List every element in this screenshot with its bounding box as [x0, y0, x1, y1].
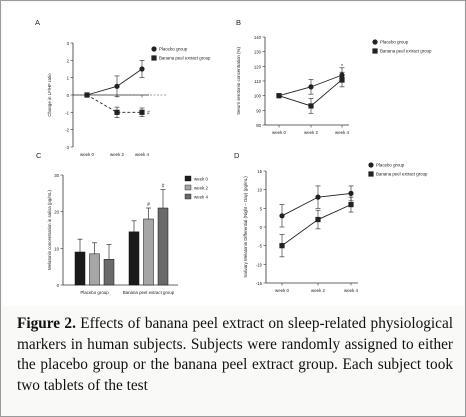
- y-tick-label: 10: [257, 188, 262, 193]
- bar: [143, 218, 154, 286]
- data-point: [339, 76, 345, 83]
- x-tick-label: Placebo group: [80, 290, 109, 295]
- y-tick-label: 10: [54, 246, 59, 251]
- significance-mark: #: [147, 202, 150, 208]
- y-tick-label: 120: [254, 64, 262, 69]
- legend-label: Placebo group: [159, 47, 188, 52]
- y-tick-label: 3: [67, 41, 70, 46]
- bar: [74, 251, 86, 286]
- data-point: [279, 243, 285, 249]
- legend-marker: [368, 162, 374, 168]
- data-point: [308, 103, 314, 109]
- figure-area: A -3 -2 -1 0 1 2 3 week 0 week 2 week 4 Change in L…: [3, 3, 464, 306]
- legend-label: week 4: [194, 195, 208, 200]
- x-tick-label: week 2: [110, 152, 124, 157]
- legend-marker: [368, 171, 374, 177]
- y-tick-label: 140: [254, 35, 262, 40]
- y-tick-label: -3: [65, 145, 69, 150]
- panel-D-letter: D: [234, 151, 240, 160]
- bar: [103, 259, 115, 286]
- data-point: [348, 202, 354, 208]
- caption-label: Figure 2.: [17, 315, 76, 332]
- data-point: [315, 194, 321, 200]
- legend-marker: [372, 48, 378, 54]
- data-point: [114, 109, 120, 115]
- legend-label: week 2: [194, 186, 208, 191]
- y-tick-label: 20: [54, 210, 59, 215]
- panel-A-letter: A: [35, 18, 40, 27]
- bar: [89, 253, 100, 286]
- legend-swatch: [184, 184, 192, 191]
- x-tick-label: week 0: [272, 130, 286, 135]
- legend-label: Banana peel extract group: [159, 56, 211, 61]
- y-tick-label: 100: [254, 94, 262, 99]
- y-tick-label: -1: [65, 110, 69, 115]
- panel-C-letter: C: [36, 151, 42, 160]
- significance-mark: #: [162, 184, 165, 190]
- y-tick-label: 15: [257, 169, 262, 174]
- data-point: [276, 93, 282, 99]
- y-axis-label: Salivary Melatonin Differential (Night –…: [243, 176, 248, 278]
- x-tick-label: week 2: [311, 288, 325, 293]
- y-tick-label: -2: [65, 128, 69, 133]
- data-point: [139, 66, 145, 72]
- data-point: [114, 83, 120, 89]
- x-tick-label: week 0: [275, 288, 289, 293]
- legend-label: Banana peel extract group: [380, 49, 432, 54]
- y-tick-label: 90: [256, 108, 261, 113]
- y-axis-label: Change in LF/HF ratio: [47, 73, 52, 117]
- y-tick-label: -15: [256, 281, 263, 286]
- panel-B: B 80 90 100 110 120 130 140 week 0 week 2 week 4 Se…: [236, 18, 432, 135]
- y-tick-label: -5: [258, 244, 262, 249]
- y-tick-label: 5: [260, 206, 263, 211]
- y-tick-label: 0: [260, 225, 263, 230]
- legend-marker: [151, 55, 157, 61]
- y-tick-label: 30: [54, 173, 59, 178]
- y-tick-label: 0: [67, 93, 70, 98]
- y-axis-label: Melatonin concentration in saliva (pg/mL…: [47, 189, 52, 270]
- data-point: [315, 216, 321, 223]
- legend-label: Banana peel extract group: [376, 172, 428, 177]
- legend-marker: [372, 39, 378, 45]
- panel-A: A -3 -2 -1 0 1 2 3 week 0 week 2 week 4 Change in L…: [35, 18, 211, 157]
- data-point: [308, 84, 314, 90]
- y-tick-label: 0: [57, 283, 60, 288]
- x-tick-label: Banana peel extract group: [123, 290, 175, 295]
- bar: [128, 231, 140, 286]
- data-point: [279, 213, 285, 219]
- legend-label: week 0: [194, 177, 208, 182]
- y-tick-label: 80: [256, 123, 261, 128]
- panel-C: C 0 10 20 30 Melatonin concentration in saliv…: [36, 151, 208, 295]
- y-tick-label: -10: [256, 262, 263, 267]
- x-tick-label: week 2: [304, 130, 318, 135]
- panel-D: D -15 -10 -5 0 5 10 15 week 0 week 2 week 4 Salivar…: [234, 151, 428, 293]
- y-tick-label: 2: [67, 58, 70, 63]
- y-axis-label: Serum serotonin concentration (%): [236, 47, 241, 115]
- data-point: [348, 190, 354, 196]
- panel-B-letter: B: [236, 18, 241, 27]
- legend-label: Placebo group: [380, 40, 409, 45]
- significance-mark: *: [341, 64, 343, 70]
- significance-mark: #: [147, 110, 150, 116]
- legend-swatch: [184, 193, 192, 200]
- legend-swatch: [184, 175, 192, 182]
- x-tick-label: week 0: [80, 152, 94, 157]
- series-line: [86, 68, 143, 96]
- x-tick-label: week 4: [344, 288, 358, 293]
- bar: [157, 207, 169, 286]
- x-tick-label: week 4: [335, 130, 349, 135]
- y-tick-label: 130: [254, 50, 262, 55]
- y-tick-label: 110: [254, 79, 261, 84]
- series-line: [86, 94, 142, 113]
- y-tick-label: 1: [67, 76, 70, 81]
- caption-text: Effects of banana peel extract on sleep-…: [17, 315, 453, 394]
- data-point: [84, 92, 90, 98]
- figure-caption: Figure 2. Effects of banana peel extract…: [17, 314, 453, 396]
- data-point: [139, 109, 145, 115]
- legend-label: Placebo group: [376, 163, 405, 168]
- legend-marker: [151, 46, 157, 52]
- x-tick-label: week 4: [135, 152, 149, 157]
